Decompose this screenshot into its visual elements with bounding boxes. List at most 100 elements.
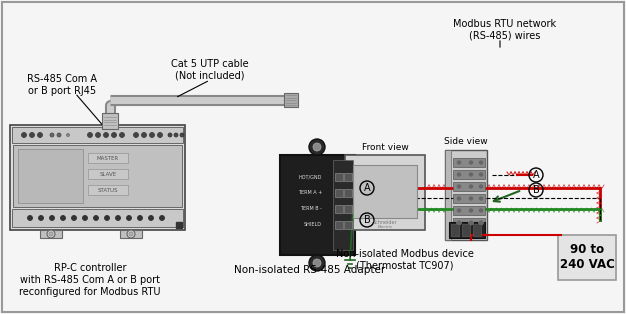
Text: TERM B -: TERM B - bbox=[300, 207, 322, 212]
Bar bbox=[284, 93, 298, 107]
Circle shape bbox=[120, 133, 125, 138]
Bar bbox=[335, 189, 343, 197]
Text: RP-C controller
with RS-485 Com A or B port
reconfigured for Modbus RTU: RP-C controller with RS-485 Com A or B p… bbox=[19, 263, 161, 297]
Bar bbox=[280, 155, 355, 255]
Circle shape bbox=[168, 133, 172, 137]
Circle shape bbox=[309, 139, 325, 155]
Bar bbox=[445, 150, 487, 240]
Text: TERM A +: TERM A + bbox=[298, 191, 322, 196]
Bar bbox=[353, 165, 417, 218]
Circle shape bbox=[148, 215, 153, 220]
Bar bbox=[344, 205, 352, 213]
Text: Schneider: Schneider bbox=[372, 220, 398, 225]
Text: MASTER: MASTER bbox=[97, 155, 119, 160]
Bar bbox=[12, 209, 183, 227]
Circle shape bbox=[180, 133, 184, 137]
Bar bbox=[453, 206, 485, 215]
Bar bbox=[88, 185, 128, 195]
Circle shape bbox=[468, 172, 473, 177]
Circle shape bbox=[478, 184, 483, 189]
Circle shape bbox=[456, 220, 461, 225]
Circle shape bbox=[468, 196, 473, 201]
Circle shape bbox=[29, 133, 34, 138]
Circle shape bbox=[160, 215, 165, 220]
Text: RS-485 Com A
or B port RJ45: RS-485 Com A or B port RJ45 bbox=[27, 74, 97, 96]
Text: A: A bbox=[364, 183, 371, 193]
Circle shape bbox=[61, 215, 66, 220]
Circle shape bbox=[313, 259, 321, 267]
Circle shape bbox=[468, 184, 473, 189]
Circle shape bbox=[309, 255, 325, 271]
Bar bbox=[13, 145, 182, 207]
Circle shape bbox=[313, 143, 321, 151]
Text: SLAVE: SLAVE bbox=[100, 171, 116, 176]
Bar bbox=[344, 173, 352, 181]
Bar bbox=[558, 235, 616, 280]
Circle shape bbox=[456, 184, 461, 189]
Circle shape bbox=[21, 133, 26, 138]
Circle shape bbox=[468, 208, 473, 213]
Text: 90 to
240 VAC: 90 to 240 VAC bbox=[560, 243, 615, 271]
Bar bbox=[176, 222, 182, 228]
Circle shape bbox=[468, 220, 473, 225]
Text: Non-isolated Modbus device
(Thermostat TC907): Non-isolated Modbus device (Thermostat T… bbox=[336, 249, 474, 271]
Bar bbox=[12, 127, 183, 143]
Circle shape bbox=[478, 160, 483, 165]
Circle shape bbox=[456, 160, 461, 165]
Bar bbox=[120, 230, 142, 238]
Bar bbox=[462, 224, 470, 236]
Bar bbox=[453, 170, 485, 179]
Circle shape bbox=[28, 215, 33, 220]
Text: STATUS: STATUS bbox=[98, 187, 118, 192]
Circle shape bbox=[49, 232, 53, 236]
Bar bbox=[333, 160, 353, 250]
Circle shape bbox=[456, 208, 461, 213]
Circle shape bbox=[133, 133, 138, 138]
Bar bbox=[345, 155, 425, 230]
Circle shape bbox=[111, 133, 116, 138]
Bar bbox=[335, 173, 343, 181]
Text: Non-isolated RS-485 Adapter: Non-isolated RS-485 Adapter bbox=[234, 265, 386, 275]
Circle shape bbox=[126, 215, 131, 220]
Bar bbox=[473, 224, 481, 236]
Circle shape bbox=[93, 215, 98, 220]
Circle shape bbox=[138, 215, 143, 220]
Circle shape bbox=[478, 208, 483, 213]
Circle shape bbox=[83, 215, 88, 220]
Text: Front view: Front view bbox=[362, 143, 408, 151]
Circle shape bbox=[47, 230, 55, 238]
Circle shape bbox=[129, 232, 133, 236]
Text: Side view: Side view bbox=[444, 138, 488, 147]
Circle shape bbox=[105, 215, 110, 220]
Circle shape bbox=[127, 230, 135, 238]
Circle shape bbox=[158, 133, 163, 138]
Text: A: A bbox=[533, 170, 540, 180]
Circle shape bbox=[478, 172, 483, 177]
Bar bbox=[10, 125, 185, 230]
Circle shape bbox=[174, 133, 178, 137]
Circle shape bbox=[57, 133, 61, 137]
Bar bbox=[453, 218, 485, 227]
Circle shape bbox=[141, 133, 146, 138]
Bar bbox=[335, 205, 343, 213]
Circle shape bbox=[49, 215, 54, 220]
Bar bbox=[88, 169, 128, 179]
Bar bbox=[335, 221, 343, 229]
Circle shape bbox=[38, 133, 43, 138]
Bar bbox=[18, 149, 83, 203]
Bar bbox=[445, 150, 451, 240]
Bar bbox=[344, 189, 352, 197]
Bar bbox=[453, 158, 485, 167]
Circle shape bbox=[88, 133, 93, 138]
Circle shape bbox=[468, 160, 473, 165]
Bar bbox=[449, 222, 485, 238]
Circle shape bbox=[39, 215, 43, 220]
Text: Modbus RTU network
(RS-485) wires: Modbus RTU network (RS-485) wires bbox=[453, 19, 557, 41]
Circle shape bbox=[150, 133, 155, 138]
Bar bbox=[453, 182, 485, 191]
Circle shape bbox=[456, 172, 461, 177]
Text: Electric: Electric bbox=[377, 225, 393, 229]
Text: HOT/GND: HOT/GND bbox=[299, 175, 322, 180]
Circle shape bbox=[103, 133, 108, 138]
Text: Cat 5 UTP cable
(Not included): Cat 5 UTP cable (Not included) bbox=[171, 59, 249, 81]
